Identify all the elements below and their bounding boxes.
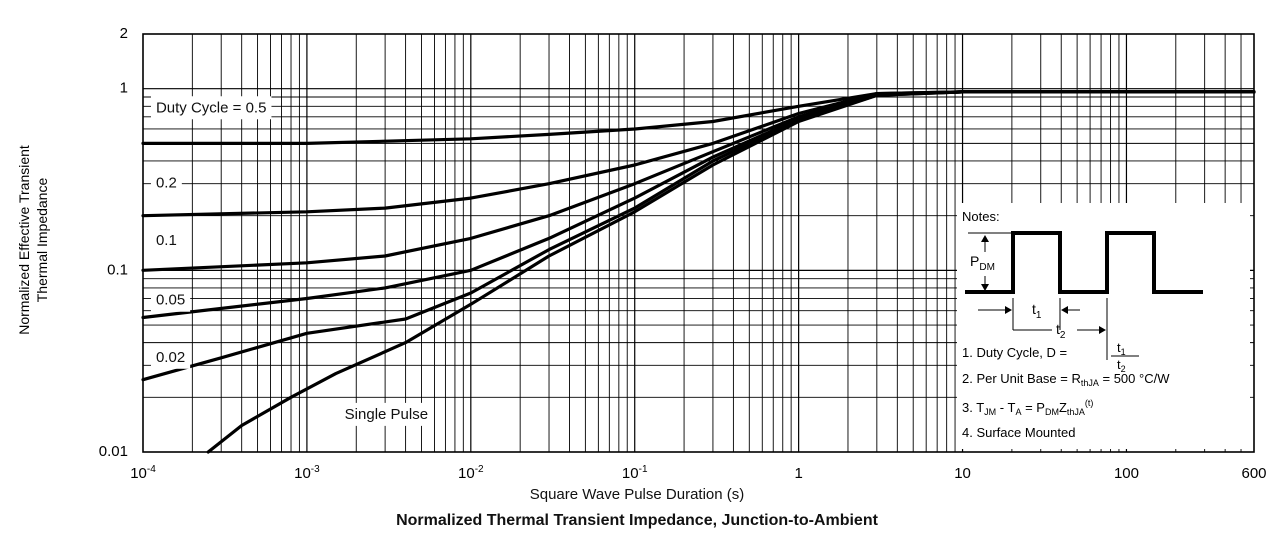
t2-arrowhead (1099, 326, 1106, 334)
series-line-5 (206, 90, 1256, 454)
x-tick-label-1: 10-3 (294, 464, 320, 482)
x-tick-label-5: 10 (954, 465, 971, 482)
notes-background (957, 203, 1250, 449)
t2-label: t2 (1056, 321, 1066, 341)
y-tick-label-1: 0.1 (107, 261, 128, 278)
notes-header: Notes: (962, 209, 1000, 224)
pulse-waveform (965, 231, 1203, 294)
y-tick-labels: 0.01 0.1 1 2 (99, 25, 128, 460)
curve-labels-layer: Duty Cycle = 0.5 0.2 0.1 0.05 0.02 Single Pul… (150, 96, 434, 426)
curve-label-4: 0.02 (156, 349, 185, 366)
curve-label-bg (150, 345, 191, 369)
series-line-0 (141, 90, 1256, 145)
curve-label-bg (150, 288, 191, 312)
t1-arrowhead-left (1061, 306, 1068, 314)
y-tick-label-3: 2 (120, 25, 128, 42)
duty-fraction-numerator: t1 (1117, 340, 1126, 357)
t1-arrowhead-right (1005, 306, 1012, 314)
curve-label-0: Duty Cycle = 0.5 (156, 99, 266, 116)
curves-layer (141, 90, 1256, 454)
y-axis-title-line-1: Normalized Effective Transient (16, 145, 32, 335)
pdm-arrowhead-up (981, 235, 989, 242)
note-surface-mounted: 4. Surface Mounted (962, 425, 1075, 440)
duty-fraction-denominator: t2 (1117, 357, 1126, 374)
x-tick-label-4: 1 (794, 465, 802, 482)
x-tick-label-6: 100 (1114, 465, 1139, 482)
x-tick-labels: 10-4 10-3 10-2 10-1 1 10 100 600 (130, 464, 1266, 482)
curve-label-2: 0.1 (156, 232, 177, 249)
y-axis-title-line-2: Thermal Impedance (34, 178, 50, 303)
y-tick-label-0: 0.01 (99, 443, 128, 460)
curve-label-3: 0.05 (156, 292, 185, 309)
x-tick-label-2: 10-2 (458, 464, 484, 482)
notes-box: Notes: PDM t1 t2 1. Duty Cycle, D = t1 t… (957, 203, 1250, 449)
t1-label: t1 (1032, 301, 1042, 321)
note-duty-cycle: 1. Duty Cycle, D = (962, 345, 1067, 360)
x-tick-label-3: 10-1 (622, 464, 648, 482)
curve-label-bg (150, 171, 182, 195)
curve-label-bg (150, 228, 182, 252)
y-tick-label-2: 1 (120, 80, 128, 97)
x-axis-title: Square Wave Pulse Duration (s) (529, 486, 745, 503)
pdm-arrowhead-down (981, 284, 989, 291)
curve-label-bg (339, 402, 434, 426)
pdm-label: PDM (970, 253, 995, 273)
y-axis-title: Normalized Effective Transient Thermal I… (16, 145, 50, 335)
plot-frame (142, 33, 1255, 453)
series-line-1 (141, 90, 1256, 218)
figure-title: Normalized Thermal Transient Impedance, … (396, 512, 878, 529)
curve-label-5: Single Pulse (345, 406, 428, 423)
curve-label-bg (150, 96, 272, 120)
x-tick-label-7: 600 (1241, 465, 1266, 482)
x-tick-label-0: 10-4 (130, 464, 156, 482)
note-temperature-relation: 3. TJM - TA = PDMZthJA(t) (962, 398, 1093, 417)
curve-label-1: 0.2 (156, 175, 177, 192)
note-per-unit-base: 2. Per Unit Base = RthJA = 500 °C/W (962, 371, 1170, 388)
